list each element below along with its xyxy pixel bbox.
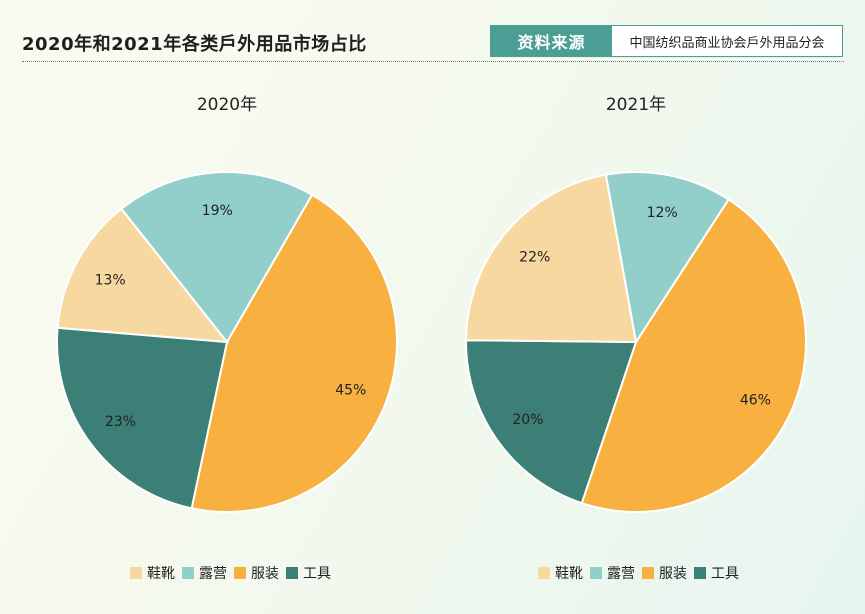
pie-slice-露营 [604, 171, 730, 345]
source-text: 中国纺织品商业协会戶外用品分会 [629, 35, 825, 51]
legend-item: 服装 [642, 566, 687, 582]
legend-label: 露营 [199, 566, 227, 582]
source-box: 资料来源 中国纺织品商业协会戶外用品分会 [490, 25, 843, 57]
legend-swatch [590, 567, 602, 579]
slice-value-label: 19% [202, 203, 233, 219]
legend-label: 鞋靴 [147, 566, 175, 582]
legend-item: 露营 [590, 566, 635, 582]
source-label: 资料来源 [491, 26, 612, 56]
legend-label: 服装 [251, 566, 279, 582]
pie-chart-2: 2021年 46% 20% 22% 12% 鞋靴 露营 服装 工具 [464, 95, 807, 582]
pie-chart-1: 2020年 45% 23% 13% 19% 鞋靴 露营 服装 工具 [56, 95, 398, 582]
pie-slice-工具 [465, 339, 638, 505]
legend-item: 露营 [182, 566, 227, 582]
pie-slice-鞋靴 [464, 173, 638, 344]
legend-label: 服装 [659, 566, 687, 582]
legend-item: 工具 [286, 566, 331, 582]
legend-label: 工具 [711, 566, 739, 582]
legend-item: 工具 [694, 566, 739, 582]
page-title: 2020年和2021年各类戶外用品市场占比 [22, 34, 367, 55]
legend-item: 鞋靴 [130, 566, 175, 582]
legend-swatch [642, 567, 654, 579]
legend-item: 鞋靴 [538, 566, 583, 582]
legend-label: 工具 [303, 566, 331, 582]
chart-title: 2021年 [606, 95, 666, 115]
legend-label: 露营 [607, 566, 635, 582]
pie-slice-鞋靴 [56, 207, 230, 344]
slice-value-label: 12% [647, 205, 678, 221]
pie-slice-服装 [580, 198, 807, 513]
header-divider [22, 61, 844, 62]
chart-title: 2020年 [197, 95, 257, 115]
slice-value-label: 45% [335, 383, 366, 399]
legend-swatch [234, 567, 246, 579]
slice-value-label: 13% [95, 272, 126, 288]
legend-swatch [286, 567, 298, 579]
legend-swatch [694, 567, 706, 579]
slice-value-label: 46% [740, 393, 771, 409]
legend-swatch [538, 567, 550, 579]
legend-swatch [130, 567, 142, 579]
legend-item: 服装 [234, 566, 279, 582]
pie-slice-服装 [190, 193, 398, 513]
pie-slice-露营 [119, 171, 314, 344]
slice-value-label: 20% [512, 412, 543, 428]
legend-label: 鞋靴 [555, 566, 583, 582]
legend-swatch [182, 567, 194, 579]
slice-value-label: 23% [105, 414, 136, 430]
pie-slice-工具 [56, 326, 229, 510]
slice-value-label: 22% [519, 249, 550, 265]
